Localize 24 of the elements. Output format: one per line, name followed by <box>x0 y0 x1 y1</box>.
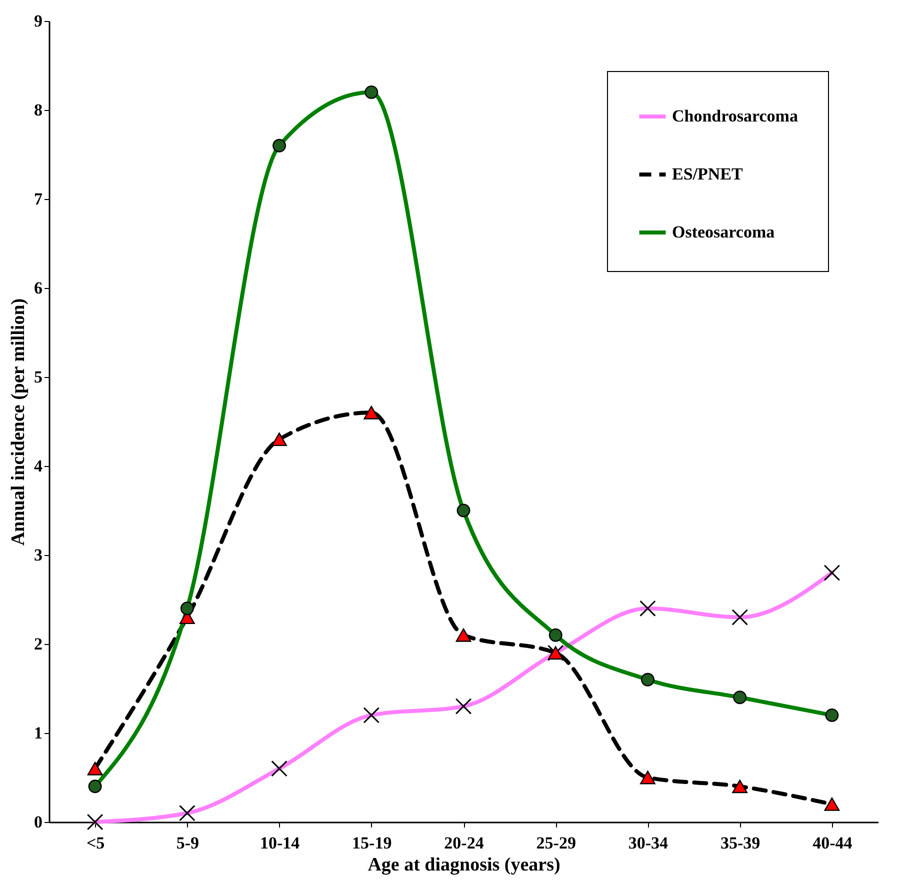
x-tick-label: 20-24 <box>444 834 484 852</box>
y-tick-label: 4 <box>34 456 43 476</box>
y-tick-label: 2 <box>34 634 42 654</box>
y-tick-label: 9 <box>34 12 42 30</box>
x-tick-label: <5 <box>86 834 105 852</box>
y-axis-title: Annual incidence (per million) <box>8 298 29 546</box>
x-tick-label: 25-29 <box>536 834 576 852</box>
legend-label: Osteosarcoma <box>672 222 776 242</box>
y-tick-label: 5 <box>34 368 42 386</box>
x-tick-label: 30-34 <box>628 834 669 852</box>
x-tick-label: 35-39 <box>720 834 760 852</box>
x-axis-title: Age at diagnosis (years) <box>368 854 560 876</box>
x-tick-label: 5-9 <box>176 834 200 852</box>
y-tick-label: 7 <box>34 190 43 208</box>
y-tick-label: 0 <box>34 812 42 832</box>
y-tick-label: 8 <box>34 100 42 120</box>
legend-label: ES/PNET <box>672 164 744 184</box>
y-tick-label: 3 <box>34 546 42 564</box>
legend-label: Chondrosarcoma <box>672 106 798 126</box>
y-tick-label: 6 <box>34 278 42 298</box>
x-tick-label: 10-14 <box>260 834 300 852</box>
x-tick-label: 40-44 <box>812 834 853 852</box>
x-tick-label: 15-19 <box>352 834 392 852</box>
y-tick-label: 1 <box>34 724 42 742</box>
